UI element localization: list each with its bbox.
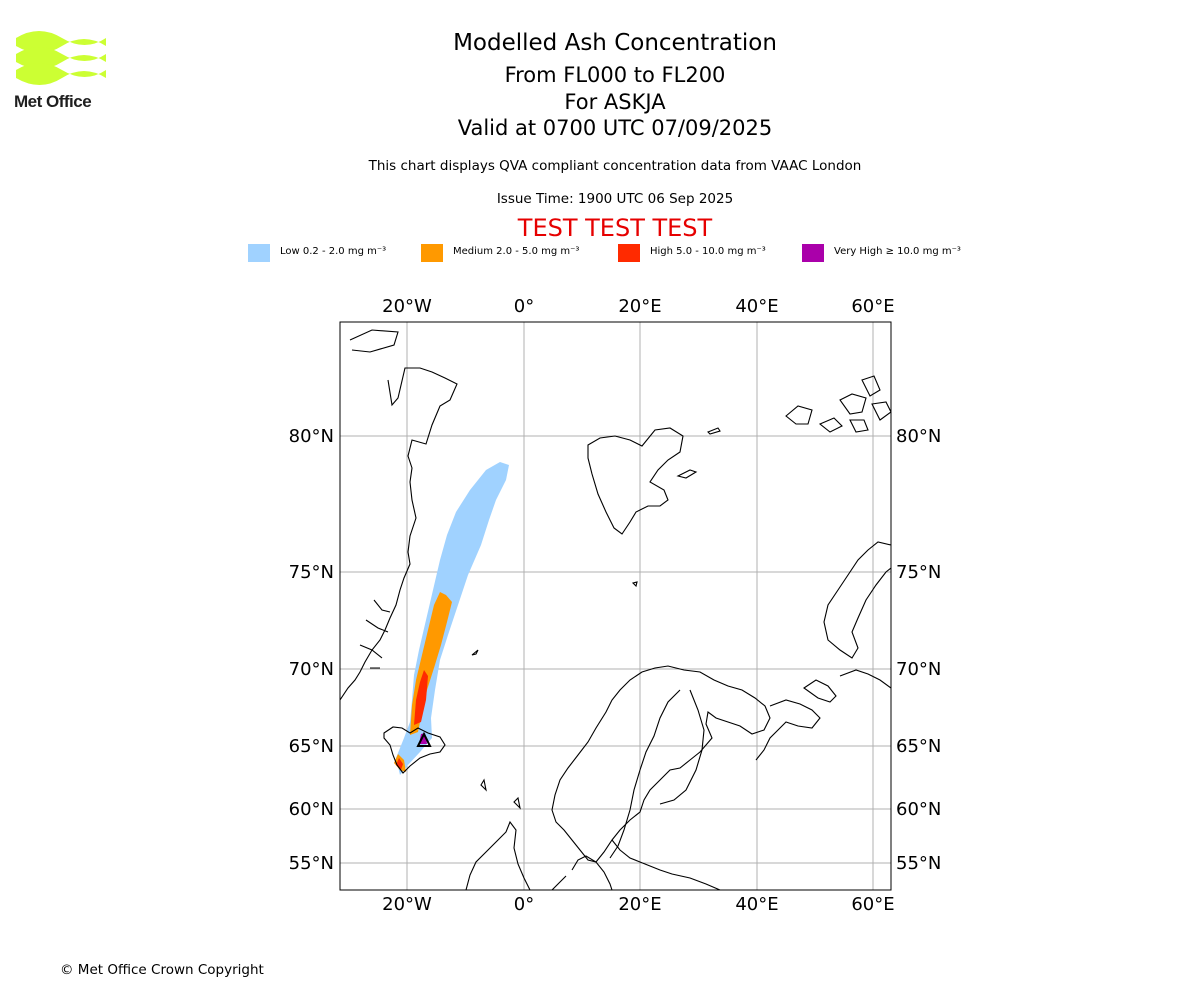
coastline-bjornoya [631,581,638,588]
coastline-kong-karls-land [676,469,698,479]
lon-label-bottom-60e: 60°E [851,894,894,915]
test-banner: TEST TEST TEST [517,214,713,242]
lat-label-left-60n: 60°N [289,799,334,820]
lon-label-top-0: 0° [514,296,534,317]
coastline-finland-inner [659,689,705,805]
lat-label-right-65n: 65°N [896,736,941,757]
volcano-name: For ASKJA [564,90,666,114]
map-area [340,322,891,890]
lon-label-top-40e: 40°E [735,296,778,317]
lon-label-bottom-20w: 20°W [382,894,432,915]
met-office-wave-icon [16,31,106,85]
lon-label-top-60e: 60°E [851,296,894,317]
copyright: © Met Office Crown Copyright [60,962,264,978]
coastlines [340,329,891,890]
coastline-franz-josef-land [785,375,891,433]
gridlines [340,322,891,890]
lon-label-bottom-20e: 20°E [618,894,661,915]
flight-level-range: From FL000 to FL200 [504,63,726,87]
lat-label-left-80n: 80°N [289,426,334,447]
legend-label-high: High 5.0 - 10.0 mg m⁻³ [650,246,766,257]
lat-label-right-80n: 80°N [896,426,941,447]
lat-label-right-75n: 75°N [896,562,941,583]
coastline-baltic [611,839,721,890]
legend-swatch-medium [421,244,443,262]
coastline-jan-mayen [471,649,479,656]
coastline-shetland [513,796,521,810]
lat-label-right-55n: 55°N [896,853,941,874]
coastline-scandinavia [551,665,771,863]
lat-label-right-60n: 60°N [896,799,941,820]
legend-label-low: Low 0.2 - 2.0 mg m⁻³ [280,246,387,257]
coastline-kanin [803,669,891,703]
lat-label-left-65n: 65°N [289,736,334,757]
coastline-iceland [383,726,446,774]
lat-label-left-70n: 70°N [289,659,334,680]
lon-label-top-20w: 20°W [382,296,432,317]
coastline-novaya-zemlya [823,541,891,659]
legend-swatch-very-high [802,244,824,262]
coastline-sweden-inner [609,689,681,859]
coastline-faroe [480,778,487,792]
valid-time: Valid at 0700 UTC 07/09/2025 [457,116,773,140]
legend-swatch-high [618,244,640,262]
lon-label-bottom-0: 0° [514,894,534,915]
map-frame [339,321,892,891]
lat-label-left-55n: 55°N [289,853,334,874]
ash-plume-high [414,670,428,725]
legend-label-medium: Medium 2.0 - 5.0 mg m⁻³ [453,246,580,257]
met-office-logo: Met Office [14,30,108,112]
legend-label-very-high: Very High ≥ 10.0 mg m⁻³ [834,246,961,257]
coastline-kvitoya [707,427,721,435]
volcano-marker [416,731,432,747]
coastline-denmark [551,855,613,890]
lon-label-bottom-40e: 40°E [735,894,778,915]
lat-label-right-70n: 70°N [896,659,941,680]
chart-title: Modelled Ash Concentration [453,30,777,56]
lat-label-left-75n: 75°N [289,562,334,583]
logo-text: Met Office [14,92,92,111]
coastline-scotland [465,820,531,890]
lon-label-top-20e: 20°E [618,296,661,317]
coastline-kola [755,699,821,761]
coastline-svalbard [587,427,684,535]
ash-plume-high-south [396,758,403,770]
legend-swatch-low [248,244,270,262]
coastline-greenland-bays [359,599,391,669]
chart-description: This chart displays QVA compliant concen… [368,158,862,174]
coastline-greenland [340,329,458,701]
issue-time: Issue Time: 1900 UTC 06 Sep 2025 [496,191,734,207]
